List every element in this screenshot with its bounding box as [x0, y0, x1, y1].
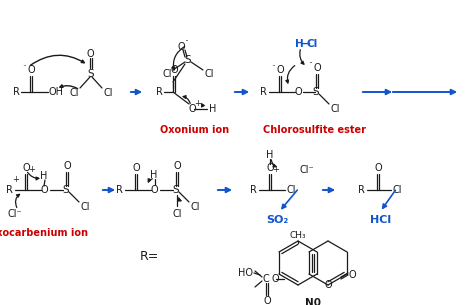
Text: HCl: HCl — [371, 215, 392, 225]
Text: Cl: Cl — [190, 202, 200, 212]
Text: O: O — [170, 65, 178, 75]
Text: O: O — [294, 87, 302, 97]
Text: O: O — [266, 163, 274, 173]
Text: ·: · — [185, 35, 189, 48]
Text: O: O — [348, 270, 356, 280]
Text: S: S — [313, 87, 319, 97]
Text: R: R — [156, 87, 163, 97]
Text: O: O — [173, 161, 181, 171]
Text: Cl: Cl — [103, 88, 113, 98]
Text: Cl: Cl — [330, 104, 340, 114]
Text: O: O — [132, 163, 140, 173]
Text: Oxonium ion: Oxonium ion — [160, 125, 229, 135]
Text: O: O — [63, 161, 71, 171]
Text: H: H — [295, 39, 303, 49]
Text: H: H — [150, 170, 158, 180]
Text: S: S — [88, 69, 94, 79]
Text: Cl⁻: Cl⁻ — [8, 209, 22, 219]
Text: H: H — [40, 171, 48, 181]
Text: ·: · — [309, 58, 313, 70]
Text: S: S — [63, 185, 69, 195]
Text: HO: HO — [238, 268, 254, 278]
Text: Cl⁻: Cl⁻ — [300, 165, 314, 175]
Text: O: O — [263, 296, 271, 305]
Text: Oxocarbenium ion: Oxocarbenium ion — [0, 228, 88, 238]
Text: R: R — [13, 87, 20, 97]
Text: R: R — [116, 185, 123, 195]
Text: O: O — [86, 49, 94, 59]
Text: O: O — [177, 42, 185, 52]
Text: N0: N0 — [305, 298, 321, 305]
Text: O: O — [374, 163, 382, 173]
Text: S: S — [185, 55, 191, 65]
Text: O: O — [271, 274, 279, 284]
Text: O: O — [188, 104, 196, 114]
Text: R: R — [358, 185, 365, 195]
Text: O: O — [150, 185, 158, 195]
Text: C: C — [263, 274, 269, 284]
Text: O: O — [324, 280, 332, 290]
Text: R=: R= — [140, 250, 159, 264]
Text: Cl: Cl — [204, 69, 214, 79]
Text: O: O — [22, 163, 30, 173]
Text: +: + — [28, 166, 36, 174]
Text: Chlorosulfite ester: Chlorosulfite ester — [264, 125, 366, 135]
Text: Cl: Cl — [306, 39, 318, 49]
Text: OH: OH — [48, 87, 64, 97]
Text: Cl: Cl — [80, 202, 90, 212]
Text: R: R — [6, 185, 13, 195]
Text: O: O — [276, 65, 284, 75]
Text: O: O — [27, 65, 35, 75]
Text: CH₃: CH₃ — [290, 231, 306, 239]
Text: O: O — [313, 63, 321, 73]
Text: ··: ·· — [23, 63, 27, 71]
Text: SO₂: SO₂ — [266, 215, 288, 225]
Text: R: R — [260, 87, 267, 97]
Text: —: — — [300, 39, 310, 49]
Text: Cl: Cl — [69, 88, 79, 98]
Text: Cl: Cl — [172, 209, 182, 219]
Text: S: S — [173, 185, 179, 195]
Text: Cl: Cl — [286, 185, 296, 195]
Text: +: + — [13, 175, 19, 185]
Text: +: + — [194, 99, 201, 109]
Text: Cl: Cl — [162, 69, 172, 79]
Text: ··: ·· — [146, 175, 151, 185]
Text: O: O — [40, 185, 48, 195]
Text: H: H — [266, 150, 273, 160]
Text: +: + — [273, 166, 280, 174]
Text: H: H — [210, 104, 217, 114]
Text: Cl: Cl — [392, 185, 402, 195]
Text: R: R — [250, 185, 257, 195]
Text: ··: ·· — [272, 63, 276, 71]
